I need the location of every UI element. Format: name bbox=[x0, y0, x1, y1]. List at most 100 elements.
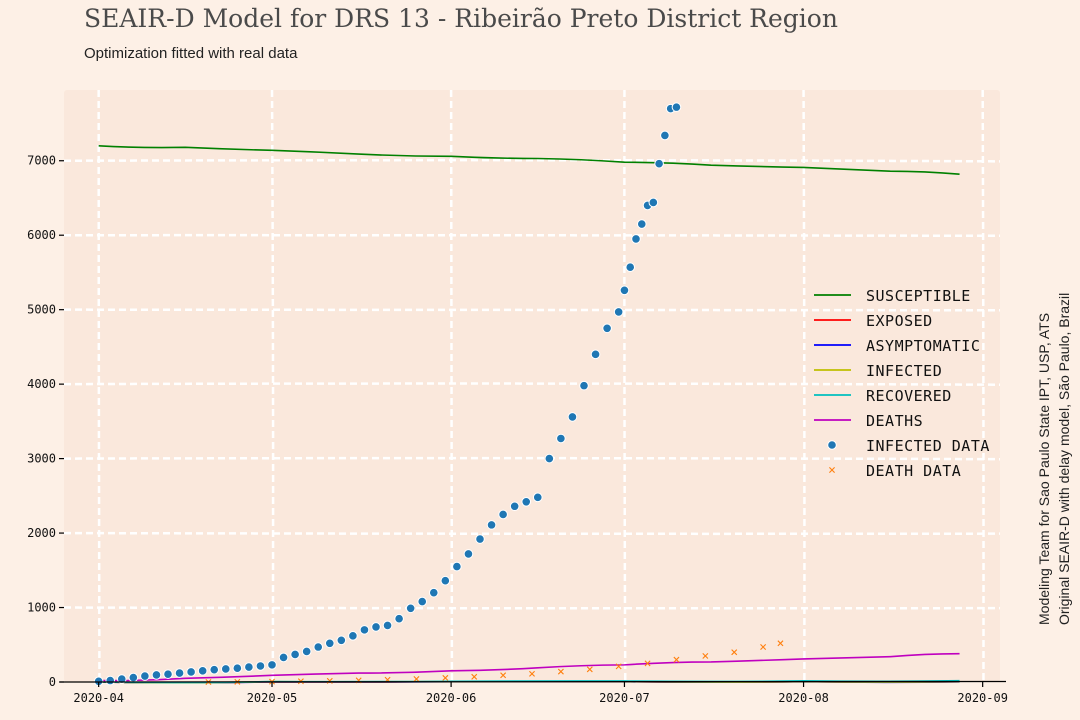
grid-line-x bbox=[802, 89, 806, 683]
grid-line-y bbox=[63, 233, 1001, 238]
legend-swatch bbox=[827, 440, 837, 450]
legend-label: SUSCEPTIBLE bbox=[866, 287, 971, 305]
death-data-point bbox=[413, 676, 420, 683]
infected-data-point bbox=[521, 496, 532, 507]
grid-line-y bbox=[63, 531, 1001, 536]
infected-data-point bbox=[359, 625, 370, 635]
death-data-point bbox=[471, 673, 478, 680]
series-line bbox=[98, 145, 960, 175]
plot-area bbox=[64, 90, 1000, 682]
infected-data-point bbox=[463, 549, 474, 559]
y-tick-label: 3000 bbox=[27, 452, 56, 466]
infected-data-point bbox=[232, 663, 243, 674]
y-tick-label: 5000 bbox=[27, 303, 56, 317]
infected-data-point bbox=[636, 219, 647, 229]
death-data-point bbox=[777, 640, 784, 647]
infected-data-point bbox=[648, 197, 659, 208]
infected-data-point bbox=[348, 631, 358, 641]
x-tick-label: 2020-05 bbox=[247, 691, 298, 705]
infected-data-point bbox=[486, 520, 497, 530]
infected-data-point bbox=[209, 664, 220, 675]
death-data-point bbox=[644, 660, 651, 667]
infected-data-point bbox=[452, 561, 462, 572]
death-data-point bbox=[702, 652, 709, 659]
grid-line-x bbox=[623, 89, 627, 683]
infected-data-point bbox=[336, 635, 347, 646]
infected-data-point bbox=[631, 234, 641, 244]
legend-label: RECOVERED bbox=[866, 387, 952, 405]
infected-data-point bbox=[174, 668, 185, 678]
legend-item: DEATH DATA bbox=[829, 462, 961, 480]
legend-item: EXPOSED bbox=[814, 312, 932, 330]
infected-data-point bbox=[290, 649, 300, 660]
infected-data-point bbox=[278, 652, 289, 663]
credit-line-1: Modeling Team for Sao Paulo State IPT, U… bbox=[1036, 312, 1052, 625]
series-deaths bbox=[98, 652, 960, 682]
grid bbox=[63, 89, 1001, 683]
grid-line-y bbox=[63, 456, 1001, 461]
legend-item: INFECTED bbox=[814, 362, 942, 380]
legend-label: DEATH DATA bbox=[866, 462, 961, 480]
infected-data-point bbox=[197, 666, 208, 676]
death-data-point bbox=[731, 649, 738, 656]
death-data-point bbox=[500, 672, 507, 679]
y-tick-label: 0 bbox=[49, 675, 56, 689]
credit-text: Modeling Team for Sao Paulo State IPT, U… bbox=[1034, 265, 1074, 625]
y-tick-label: 1000 bbox=[27, 601, 56, 615]
infected-data-point bbox=[654, 158, 664, 169]
infected-data-point bbox=[671, 102, 682, 112]
axes: 2020-04 2020-05 2020-06 2020-07 2020-08 2020-… bbox=[27, 154, 1008, 705]
grid-line-x bbox=[449, 89, 454, 683]
infected-data-point bbox=[590, 349, 601, 360]
grid-line-x bbox=[97, 89, 101, 683]
infected-data-point bbox=[509, 501, 520, 512]
legend-label: DEATHS bbox=[866, 412, 923, 430]
credit-line-2: Original SEAIR-D with delay model, São P… bbox=[1056, 292, 1072, 625]
death-data-point bbox=[760, 644, 767, 650]
legend-label: INFECTED bbox=[866, 362, 942, 380]
infected-data-point bbox=[244, 662, 254, 672]
x-tick-label: 2020-09 bbox=[957, 691, 1008, 705]
infected-data-point bbox=[475, 534, 485, 544]
infected-data-point bbox=[313, 642, 324, 652]
legend-item: ASYMPTOMATIC bbox=[814, 337, 980, 355]
infected-data-point bbox=[371, 622, 381, 632]
x-tick-label: 2020-04 bbox=[73, 691, 124, 705]
death-data-point bbox=[557, 668, 564, 675]
infected-data-point bbox=[613, 307, 624, 317]
infected-data-point bbox=[140, 671, 150, 681]
legend-item: RECOVERED bbox=[814, 387, 952, 405]
infected-data-point bbox=[567, 412, 578, 422]
infected-data-point bbox=[116, 674, 127, 684]
infected-data-point bbox=[544, 453, 555, 464]
infected-data-point bbox=[255, 661, 266, 671]
infected-data-point bbox=[163, 669, 173, 679]
infected-data-point bbox=[324, 638, 335, 649]
infected-data-point bbox=[105, 675, 116, 686]
legend-item: DEATHS bbox=[814, 412, 923, 430]
infected-data-point bbox=[382, 620, 393, 631]
infected-data-point bbox=[220, 664, 231, 674]
y-tick-label: 4000 bbox=[27, 377, 56, 391]
legend-label: INFECTED DATA bbox=[866, 437, 990, 455]
x-tick-label: 2020-08 bbox=[778, 691, 829, 705]
death-data-point bbox=[586, 666, 593, 673]
death-data-point bbox=[326, 677, 333, 684]
infected-data-point bbox=[405, 603, 416, 614]
infected-data-point bbox=[151, 670, 162, 680]
y-tick-label: 2000 bbox=[27, 526, 56, 540]
infected-data-point bbox=[579, 380, 589, 391]
infected-data-point bbox=[619, 285, 630, 296]
infected-data-point bbox=[532, 492, 543, 503]
infected-data-point bbox=[128, 672, 139, 683]
grid-line-y bbox=[63, 158, 1001, 163]
death-data-point bbox=[529, 670, 535, 677]
death-data-point bbox=[615, 663, 622, 670]
infected-data-point bbox=[417, 596, 428, 607]
y-tick-label: 7000 bbox=[27, 154, 56, 168]
death-data-point bbox=[442, 674, 449, 681]
x-tick-label: 2020-07 bbox=[599, 691, 650, 705]
legend-item: SUSCEPTIBLE bbox=[814, 287, 971, 305]
chart-title: SEAIR-D Model for DRS 13 - Ribeirão Pret… bbox=[84, 4, 838, 33]
